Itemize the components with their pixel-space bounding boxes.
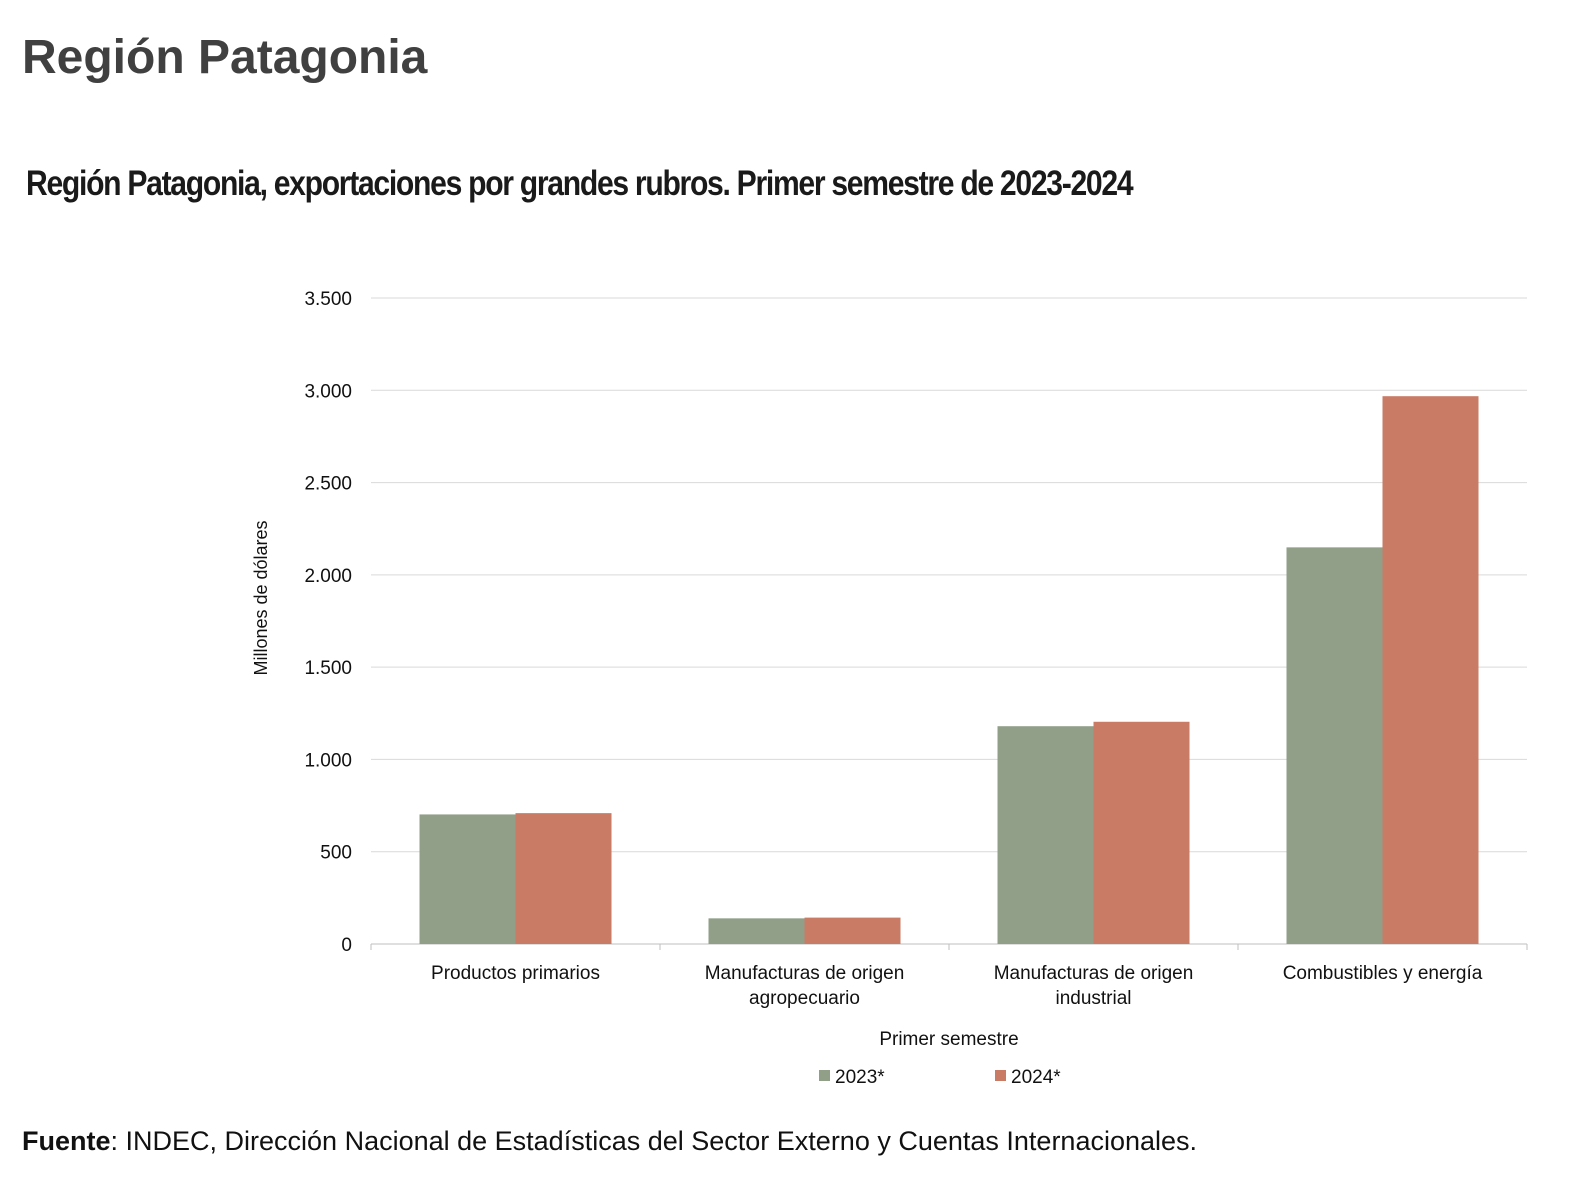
y-tick-label: 1.000 (304, 750, 352, 771)
page-title: Región Patagonia (22, 31, 428, 84)
y-tick-label: 3.500 (304, 289, 352, 310)
y-tick-label: 2.000 (304, 566, 352, 587)
bar-2024-1 (804, 917, 901, 944)
x-tick-label: agropecuario (749, 988, 860, 1009)
x-tick-label: Manufacturas de origen (705, 963, 905, 984)
chart-title: Región Patagonia, exportaciones por gran… (26, 164, 1134, 203)
x-tick-label: Manufacturas de origen (994, 963, 1194, 984)
bar-2024-3 (1382, 396, 1479, 944)
bar-2024-2 (1093, 721, 1190, 944)
bar-2023-3 (1286, 547, 1383, 944)
x-tick-label: Combustibles y energía (1283, 963, 1483, 984)
x-tick-label: industrial (1055, 988, 1131, 1009)
y-tick-label: 0 (341, 935, 352, 956)
y-tick-label: 500 (320, 843, 352, 864)
bar-2024-0 (515, 813, 612, 944)
y-axis-title: Millones de dólares (251, 520, 271, 675)
legend-swatch-0 (819, 1070, 830, 1081)
x-tick-label: Productos primarios (431, 963, 600, 984)
source-note: Fuente: INDEC, Dirección Nacional de Est… (22, 1126, 1197, 1157)
bar-chart: 0 500 1.000 1.500 2.000 2.500 3.000 3.500 Produc… (251, 289, 1528, 1088)
legend-label-0: 2023* (835, 1067, 885, 1088)
source-text: : INDEC, Dirección Nacional de Estadísti… (110, 1126, 1198, 1156)
y-tick-label: 2.500 (304, 474, 352, 495)
x-axis-title: Primer semestre (879, 1029, 1018, 1050)
y-tick-label: 1.500 (304, 658, 352, 679)
bar-2023-0 (419, 814, 516, 944)
bar-2023-2 (997, 726, 1094, 944)
y-tick-label: 3.000 (304, 381, 352, 402)
bar-2023-1 (708, 918, 805, 944)
legend-label-1: 2024* (1011, 1067, 1061, 1088)
legend-swatch-1 (995, 1070, 1006, 1081)
source-label: Fuente (22, 1126, 111, 1156)
